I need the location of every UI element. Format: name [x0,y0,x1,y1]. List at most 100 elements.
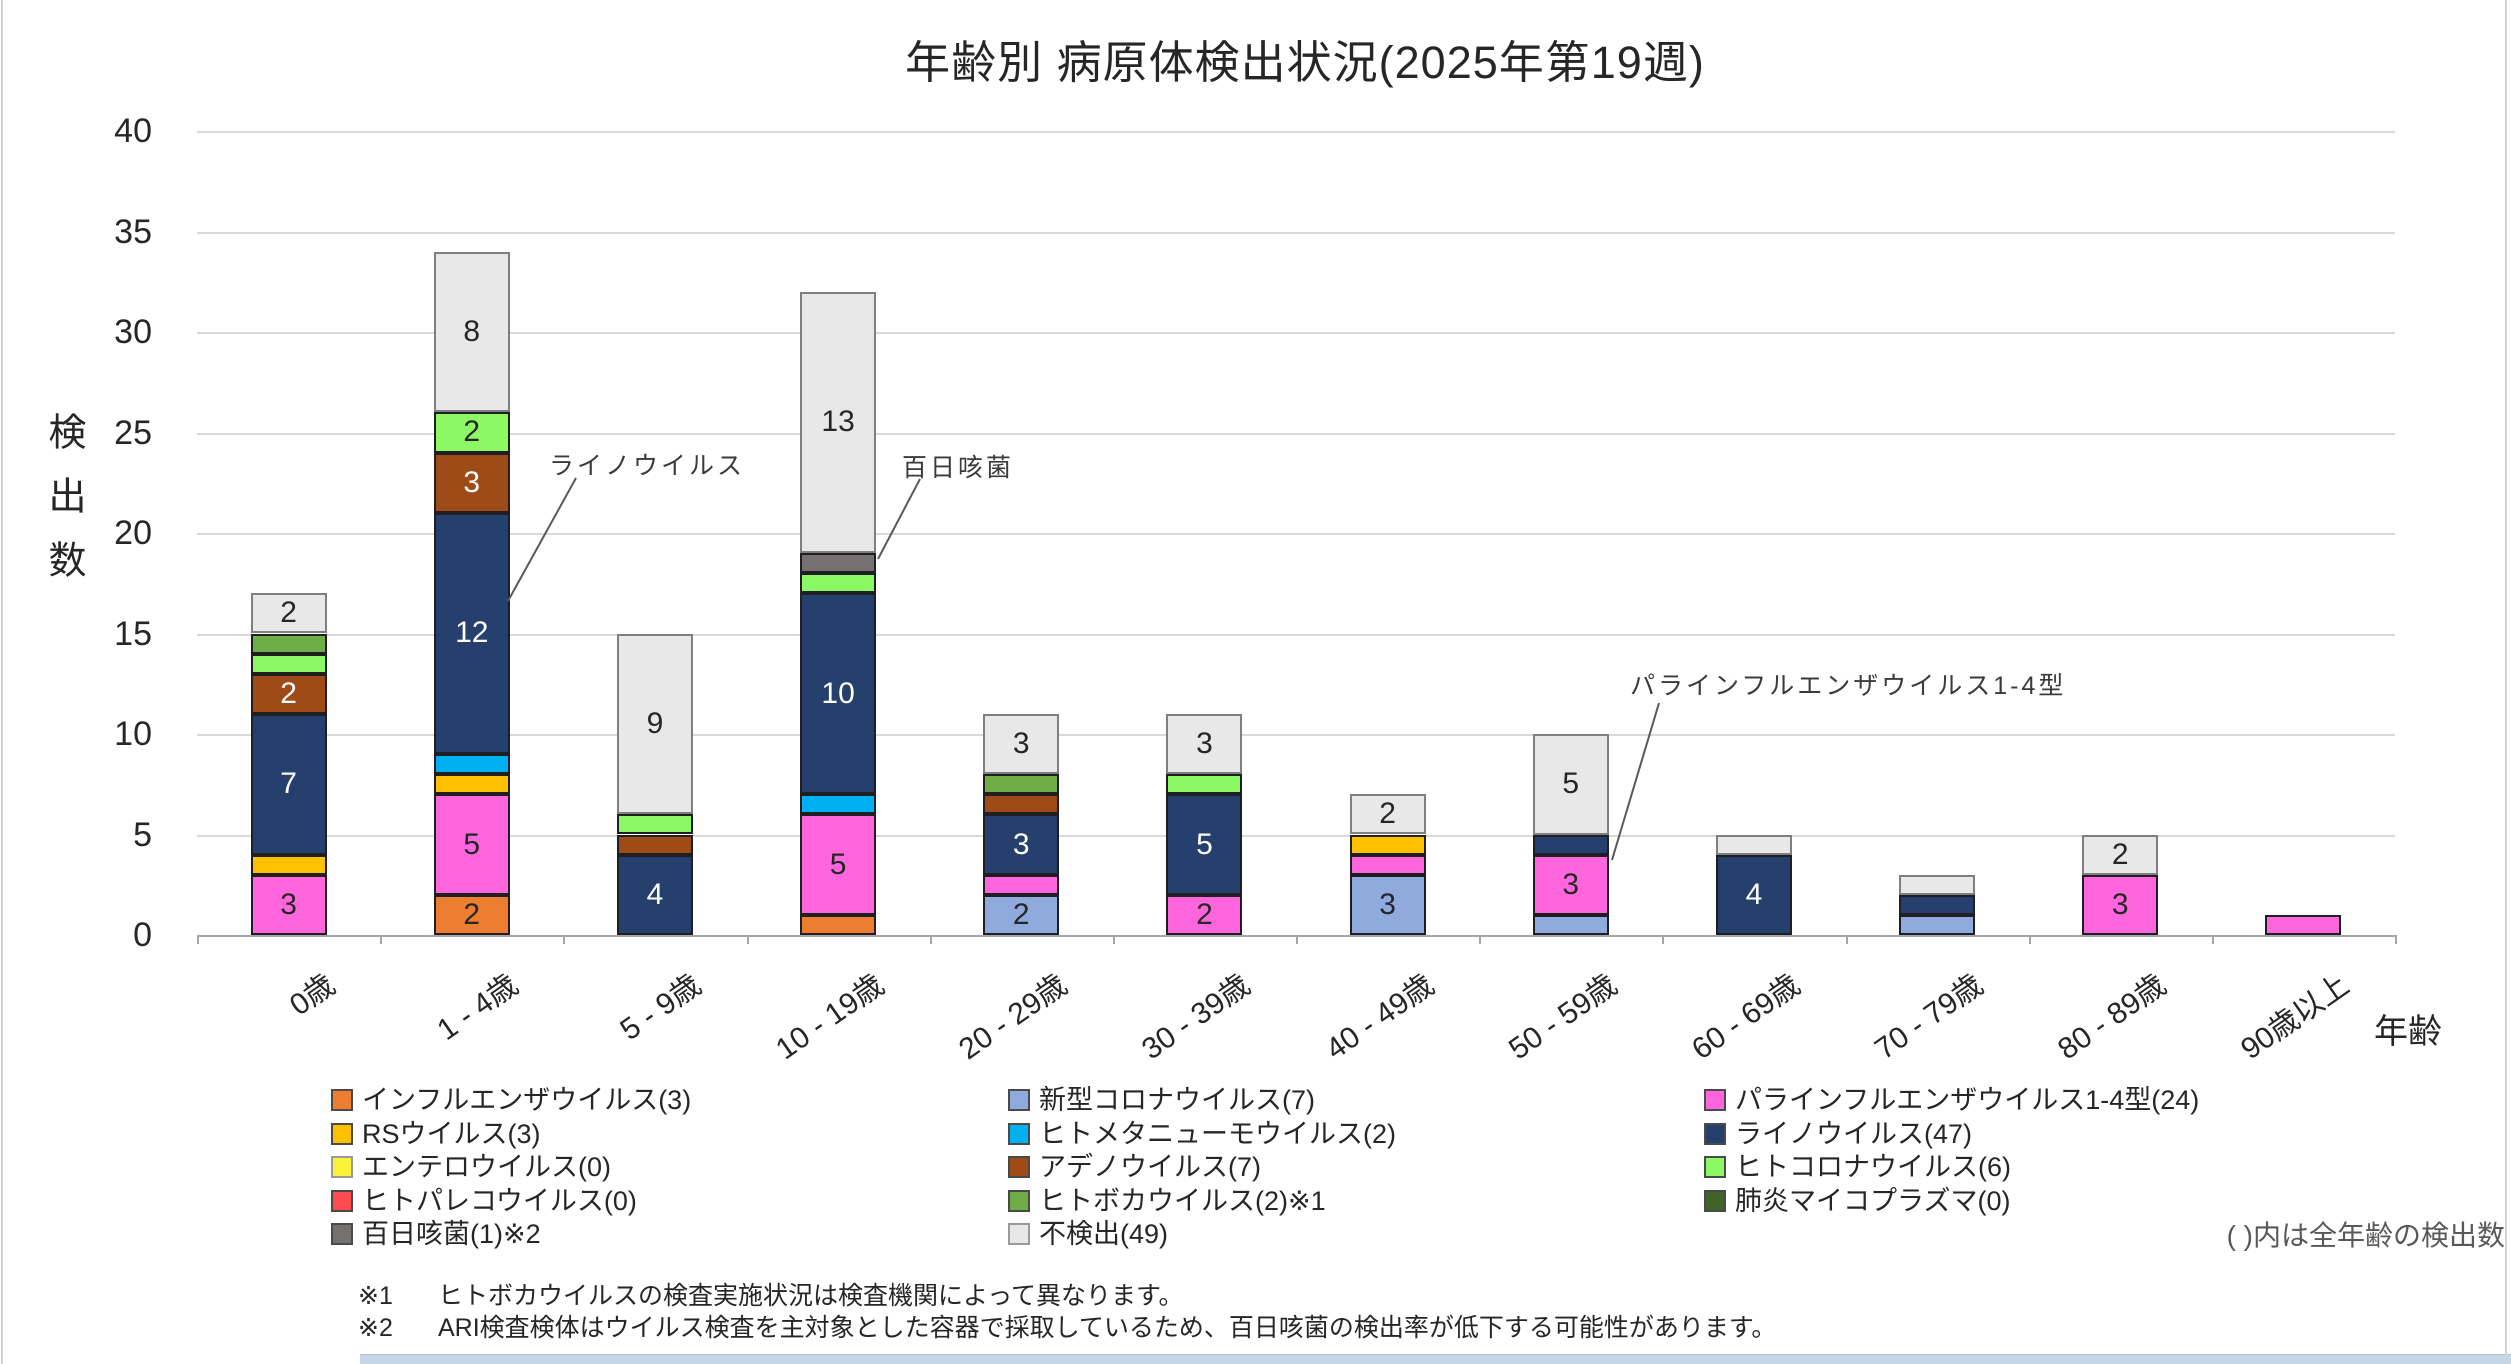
legend-swatch-ヒトメタニューモウイルス [1008,1122,1030,1145]
legend-swatch-ヒトボカウイルス [1008,1189,1030,1212]
x-axis-tick [2395,935,2397,944]
x-axis-tick [1112,935,1115,944]
legend-item-ヒトパレコウイルス: ヒトパレコウイルス(0) [331,1186,637,1216]
bar-segment-ヒトコロナウイルス: 2 [433,412,510,453]
bar-segment-新型コロナウイルス: 2 [983,894,1060,935]
bar-segment-ライノウイルス: 4 [616,854,693,935]
legend-label-ヒトパレコウイルス: ヒトパレコウイルス(0) [362,1185,637,1216]
x-axis-tick [746,935,749,944]
bar-segment-ライノウイルス [1899,894,1976,915]
gridline [197,734,2395,736]
legend-label-ヒトボカウイルス: ヒトボカウイルス(2)※1 [1039,1185,1326,1216]
x-axis-tick [1479,935,1482,944]
legend-swatch-インフルエンザウイルス [331,1089,353,1111]
bar-segment-ヒトボカウイルス [250,633,327,654]
bar-segment-新型コロナウイルス [1532,914,1609,935]
legend-item-不検出: 不検出(49) [1008,1219,1168,1249]
legend-label-エンテロウイルス: エンテロウイルス(0) [362,1152,611,1182]
bar-segment-パラインフルエンザウイルス1-4型 [2265,914,2342,935]
bar-segment-ライノウイルス: 4 [1715,854,1792,935]
bar-segment-パラインフルエンザウイルス1-4型 [1349,854,1426,875]
bar-segment-アデノウイルス: 3 [433,452,510,513]
bar-segment-インフルエンザウイルス [800,914,877,935]
bar-segment-ヒトコロナウイルス [616,814,693,835]
legend-item-新型コロナウイルス: 新型コロナウイルス(7) [1008,1085,1315,1115]
legend-swatch-ヒトパレコウイルス [331,1189,353,1212]
bar-segment-ライノウイルス: 5 [1166,794,1243,895]
legend-item-ヒトコロナウイルス: ヒトコロナウイルス(6) [1704,1152,2011,1182]
x-axis-tick [1845,935,1848,944]
bar-segment-RSウイルス [250,854,327,875]
left-edge-line [1,0,3,1364]
y-tick-label: 5 [133,815,152,854]
y-tick-label: 20 [114,514,152,552]
legend-note: ( )内は全年齢の検出数 [2226,1220,2505,1251]
legend-label-ヒトコロナウイルス: ヒトコロナウイルス(6) [1735,1152,2011,1182]
bar-segment-百日咳菌 [800,553,877,574]
bar-segment-アデノウイルス [983,794,1060,815]
legend-swatch-百日咳菌 [331,1223,353,1245]
x-axis-tick [929,935,932,944]
bar-segment-不検出: 2 [250,593,327,634]
bar-segment-パラインフルエンザウイルス1-4型: 5 [433,794,510,895]
bar-segment-RSウイルス [1349,834,1426,855]
footnote-1: ※1 ヒトボカウイルスの検査実施状況は検査機関によって異なります。 [358,1276,1184,1312]
bar-segment-不検出: 9 [616,633,693,815]
footnote-1-text: ヒトボカウイルスの検査実施状況は検査機関によって異なります。 [438,1282,1184,1310]
bar-segment-不検出: 2 [1349,794,1426,835]
legend-label-新型コロナウイルス: 新型コロナウイルス(7) [1039,1085,1315,1115]
bar-segment-ヒトコロナウイルス [800,573,877,594]
footnote-2-text: ARI検査検体はウイルス検査を主対象とした容器で採取しているため、百日咳菌の検出… [438,1314,1777,1342]
bottom-strip [360,1354,2511,1364]
legend-label-肺炎マイコプラズマ: 肺炎マイコプラズマ(0) [1735,1185,2011,1216]
x-axis-tick [1662,935,1665,944]
legend-label-ヒトメタニューモウイルス: ヒトメタニューモウイルス(2) [1039,1118,1396,1149]
right-edge-line [2505,0,2507,1364]
y-tick-label: 40 [114,112,152,150]
bar-segment-インフルエンザウイルス: 2 [433,894,510,935]
gridline [197,533,2395,535]
footnote-1-marker: ※1 [358,1282,393,1310]
bar-segment-ヒトコロナウイルス [1166,774,1243,795]
legend-label-不検出: 不検出(49) [1039,1219,1169,1249]
legend-swatch-不検出 [1008,1223,1030,1245]
annotation-1: ライノウイルス [549,452,746,480]
x-axis-title: 年齢 [2374,1013,2442,1051]
legend-label-インフルエンザウイルス: インフルエンザウイルス(3) [362,1085,692,1115]
chart-title: 年齢別 病原体検出状況(2025年第19週) [905,37,1705,88]
bar-segment-パラインフルエンザウイルス1-4型: 5 [800,814,877,915]
legend-item-エンテロウイルス: エンテロウイルス(0) [331,1152,611,1182]
y-tick-label: 35 [114,212,152,251]
bar-segment-パラインフルエンザウイルス1-4型 [983,874,1060,895]
bar-segment-アデノウイルス [616,834,693,855]
bar-segment-新型コロナウイルス [1899,914,1976,935]
legend-item-ヒトメタニューモウイルス: ヒトメタニューモウイルス(2) [1008,1119,1396,1149]
bar-segment-ライノウイルス: 12 [433,512,510,755]
legend-item-パラインフルエンザウイルス1-4型: パラインフルエンザウイルス1-4型(24) [1704,1085,2199,1115]
gridline [197,432,2395,435]
y-axis-title: 検出数 [42,412,84,604]
legend-swatch-ヒトコロナウイルス [1704,1156,1726,1178]
footnote-2-marker: ※2 [358,1314,393,1342]
gridline [197,633,2395,636]
bar-segment-不検出: 2 [2082,834,2159,875]
annotation-2: 百日咳菌 [902,454,1015,482]
bar-segment-ライノウイルス [1532,834,1609,855]
bar-segment-ヒトメタニューモウイルス [800,794,877,815]
bar-segment-RSウイルス [433,774,510,795]
bar-segment-新型コロナウイルス: 3 [1349,874,1426,935]
bar-segment-不検出: 8 [433,251,510,413]
bar-segment-不検出: 3 [1166,713,1243,775]
gridline [197,834,2395,837]
legend-item-RSウイルス: RSウイルス(3) [331,1119,541,1149]
legend-label-パラインフルエンザウイルス1-4型: パラインフルエンザウイルス1-4型(24) [1735,1085,2200,1115]
legend-swatch-ライノウイルス [1704,1122,1726,1145]
legend-swatch-アデノウイルス [1008,1156,1030,1178]
bar-segment-ヒトメタニューモウイルス [433,754,510,775]
gridline [197,332,2395,334]
y-tick-label: 15 [114,614,152,653]
bar-segment-不検出 [1715,834,1792,855]
legend-item-百日咳菌: 百日咳菌(1)※2 [331,1219,541,1249]
x-axis-tick [1296,935,1298,944]
